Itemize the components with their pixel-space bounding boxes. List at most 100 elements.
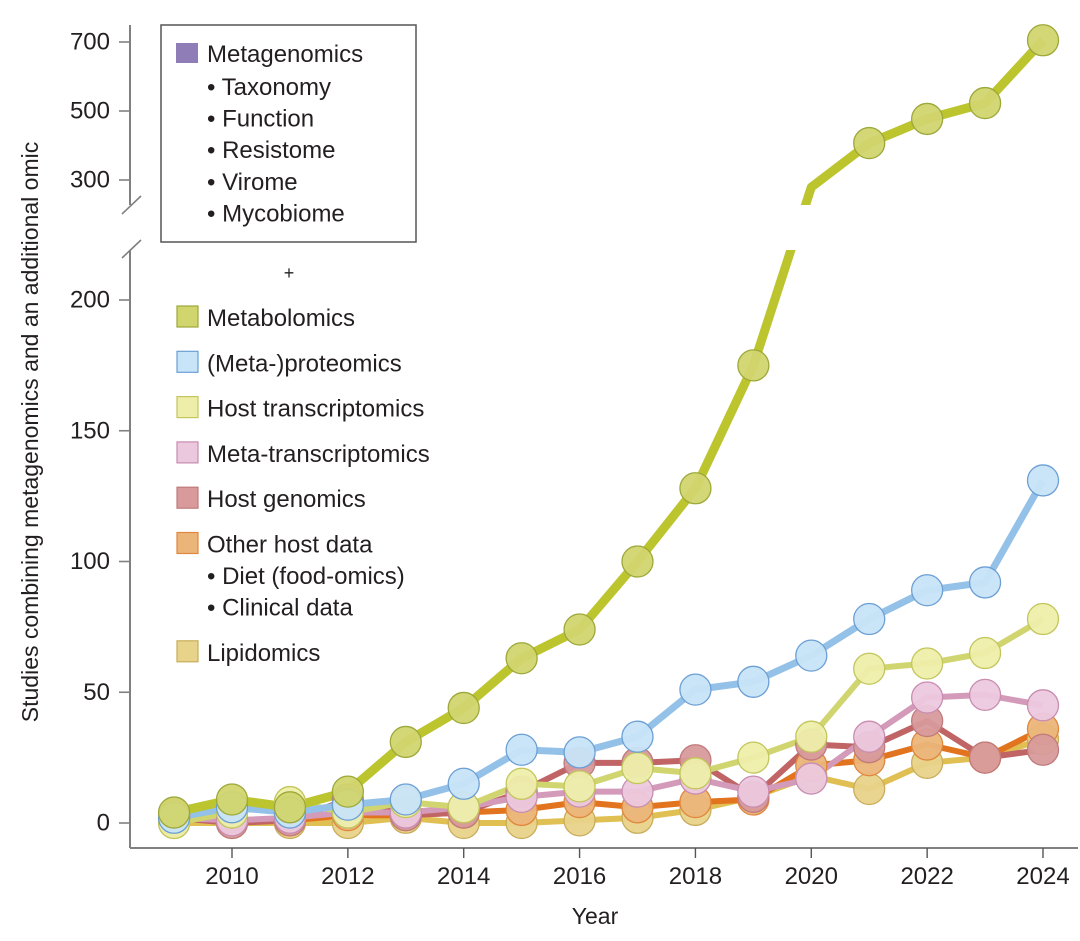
y-tick-label: 100 (70, 548, 110, 575)
legend-swatch (176, 396, 199, 419)
x-tick-label: 2012 (321, 863, 374, 890)
data-point (737, 775, 770, 808)
legend-subitem: • Mycobiome (207, 200, 345, 227)
series-line-meta-transcriptomics (173, 691, 1044, 824)
data-point (910, 647, 944, 680)
data-point (621, 545, 654, 578)
data-point (910, 681, 944, 714)
y-axis-title: Studies combining metagenomics and an ad… (17, 142, 43, 722)
legend-label: (Meta-)proteomics (207, 350, 402, 377)
data-point (968, 741, 1002, 774)
series-points-meta-proteomics (157, 464, 1060, 834)
data-point (910, 102, 944, 136)
data-point (737, 741, 770, 774)
data-point (621, 751, 654, 785)
legend-item: Other host data • Diet (food-omics) • Clin… (176, 531, 405, 622)
legend-subitem: • Virome (207, 169, 298, 196)
data-point (968, 566, 1002, 599)
data-point (679, 472, 712, 505)
x-axis-title: Year (572, 903, 619, 929)
y-tick-label: 500 (70, 98, 110, 125)
legend-swatch (176, 531, 199, 555)
data-point (795, 762, 828, 795)
data-point (737, 349, 770, 382)
data-point (795, 639, 828, 672)
data-point (563, 613, 596, 646)
legend-item: Host transcriptomics (176, 396, 424, 423)
legend-swatch (176, 486, 199, 509)
data-point (853, 652, 886, 685)
y-tick-label: 700 (70, 29, 110, 56)
legend-subitem: • Taxonomy (207, 74, 331, 101)
y-tick-label: 300 (70, 167, 110, 194)
series-points-metabolomics (157, 24, 1060, 829)
data-point (215, 783, 249, 816)
x-tick-label: 2014 (437, 863, 490, 890)
y-ticks: 0 50 100 150 200 300 500 700 (70, 29, 130, 837)
data-point (679, 757, 712, 790)
legend-metagenomics-subitems: • Taxonomy • Function • Resistome • Virome •… (207, 74, 345, 227)
legend-swatch (176, 305, 199, 328)
data-point (505, 767, 538, 800)
axes (121, 25, 1078, 849)
legend-swatch (176, 350, 199, 373)
legend-label: Meta-transcriptomics (207, 441, 430, 468)
series-points (157, 24, 1060, 840)
data-point (621, 720, 654, 753)
data-point (389, 783, 422, 816)
data-point (1026, 733, 1060, 766)
data-point (737, 665, 770, 698)
data-point (853, 720, 886, 753)
data-point (1026, 602, 1060, 636)
legend-label-metagenomics: Metagenomics (207, 41, 363, 68)
data-point (853, 126, 886, 160)
data-point (968, 678, 1002, 712)
data-point (563, 736, 596, 769)
legend-label: Host genomics (207, 486, 366, 513)
x-tick-label: 2022 (900, 863, 953, 890)
legend-label: Lipidomics (207, 640, 320, 667)
legend-item: Host genomics (176, 486, 366, 513)
x-tick-label: 2016 (553, 863, 606, 890)
data-point (679, 673, 712, 706)
legend-header-box (160, 24, 417, 243)
legend-item: Metabolomics (176, 305, 355, 332)
legend-label: Host transcriptomics (207, 396, 424, 423)
axis-break-mark-lower (121, 239, 142, 259)
data-point (389, 725, 422, 759)
series-line-meta-proteomics (173, 478, 1047, 822)
data-point (1026, 24, 1060, 57)
data-point (1026, 464, 1060, 497)
x-tick-label: 2020 (785, 863, 838, 890)
data-point (273, 791, 307, 824)
legend-item: Lipidomics (176, 640, 320, 667)
data-point (795, 720, 828, 753)
data-point (505, 642, 538, 675)
legend-swatch (176, 441, 199, 464)
legend: Metagenomics • Taxonomy • Function • Resis… (160, 24, 430, 667)
data-point (968, 86, 1002, 120)
data-point (157, 796, 191, 829)
legend-plus: + (284, 263, 295, 283)
data-point (563, 770, 596, 803)
legend-subitem: • Diet (food-omics) (207, 563, 405, 590)
x-tick-label: 2024 (1016, 863, 1069, 890)
legend-series: Metabolomics (Meta-)proteomics Host transc… (176, 305, 430, 667)
y-tick-label: 0 (97, 810, 110, 837)
legend-subitem: • Clinical data (207, 595, 353, 622)
series-line-lipidomics (174, 736, 1044, 826)
y-tick-label: 50 (83, 679, 110, 706)
data-point (1026, 689, 1060, 722)
legend-subitem: • Resistome (207, 137, 335, 164)
x-tick-label: 2010 (205, 863, 258, 890)
x-ticks: 2010 2012 2014 2016 2018 2020 2022 2024 (205, 848, 1070, 890)
data-point (853, 772, 886, 806)
data-point (968, 636, 1002, 670)
legend-label: Metabolomics (207, 305, 355, 332)
legend-swatch-metagenomics (176, 43, 198, 63)
data-point (853, 602, 886, 636)
legend-item: (Meta-)proteomics (176, 350, 402, 377)
data-point (447, 691, 480, 725)
data-point (910, 574, 944, 607)
